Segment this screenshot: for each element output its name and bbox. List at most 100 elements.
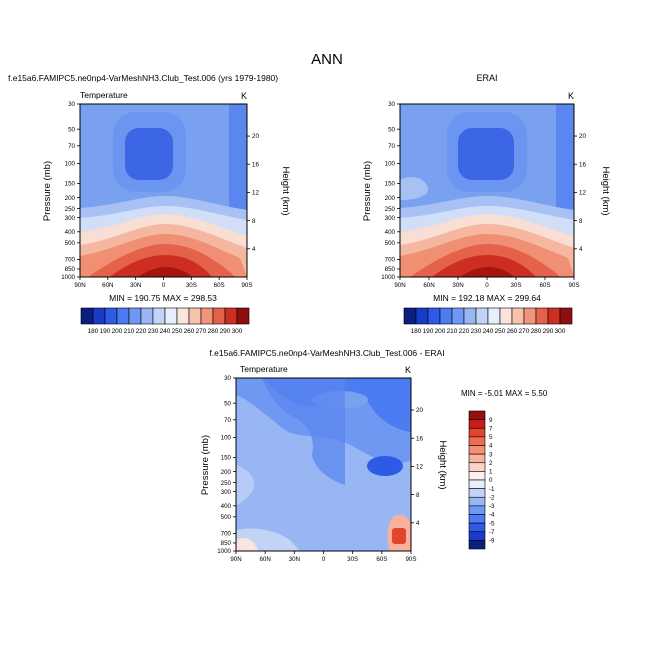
- panel-diff-ylabel-right: Height (km): [437, 440, 448, 489]
- y-right-tick-label: 12: [252, 190, 259, 197]
- y-tick-label: 150: [221, 455, 232, 462]
- x-tick-label: 90N: [394, 282, 405, 289]
- panel-model: f.e15a6.FAMIPC5.ne0np4-VarMeshNH3.Club_T…: [8, 73, 291, 335]
- colorbar-label: 290: [220, 328, 231, 335]
- colorbar-label: 7: [489, 425, 493, 432]
- colorbar-swatch: [152, 307, 166, 325]
- panel-model-ylabel-right: Height (km): [280, 166, 291, 215]
- y-tick-label: 700: [385, 257, 396, 264]
- colorbar-label: 230: [471, 328, 482, 335]
- y-tick-label: 70: [68, 143, 75, 150]
- y-tick-label: 400: [221, 503, 232, 510]
- colorbar-label: 3: [489, 451, 493, 458]
- y-tick-label: 50: [68, 126, 75, 133]
- y-tick-label: 250: [221, 480, 232, 487]
- y-right-tick-label: 8: [416, 492, 420, 499]
- y-tick-label: 30: [388, 101, 395, 108]
- colorbar-swatch: [547, 307, 561, 325]
- x-tick-label: 90N: [230, 556, 241, 563]
- colorbar-label: 1: [489, 469, 493, 476]
- y-tick-label: 70: [388, 143, 395, 150]
- colorbar-swatch: [427, 307, 441, 325]
- colorbar-label: 300: [232, 328, 243, 335]
- colorbar-swatch: [468, 436, 486, 446]
- panel-erai-ylabel: Pressure (mb): [362, 161, 373, 221]
- panel-erai-colorbar: 180 190 200 210 220 230 240 250 260 270 280 290 300: [403, 307, 573, 335]
- y-right-tick-label: 4: [579, 246, 583, 253]
- colorbar-swatch: [468, 540, 486, 550]
- colorbar-label: 290: [543, 328, 554, 335]
- y-tick-label: 200: [385, 195, 396, 202]
- panel-diff: f.e15a6.FAMIPC5.ne0np4-VarMeshNH3.Club_T…: [200, 348, 548, 563]
- y-tick-label: 700: [65, 257, 76, 264]
- colorbar-swatch: [92, 307, 106, 325]
- colorbar-swatch: [468, 496, 486, 507]
- colorbar-label: 270: [519, 328, 530, 335]
- colorbar-label: 0: [489, 477, 493, 484]
- colorbar-swatch: [511, 307, 525, 325]
- colorbar-swatch: [468, 427, 486, 438]
- colorbar-swatch: [468, 514, 486, 524]
- panel-diff-units: K: [405, 365, 411, 375]
- colorbar-label: -5: [489, 520, 495, 527]
- y-tick-label: 500: [221, 514, 232, 521]
- panel-diff-subtitle: Temperature: [240, 364, 288, 374]
- colorbar-swatch: [128, 307, 142, 325]
- colorbar-label: 280: [208, 328, 219, 335]
- colorbar-label: 190: [100, 328, 111, 335]
- colorbar-label: 9: [489, 417, 493, 424]
- x-tick-label: 90S: [568, 282, 579, 289]
- page-title: ANN: [311, 51, 343, 68]
- colorbar-label: 220: [136, 328, 147, 335]
- y-tick-label: 150: [385, 181, 396, 188]
- colorbar-label: 300: [555, 328, 566, 335]
- colorbar-swatch: [80, 307, 94, 325]
- colorbar-swatch: [468, 531, 486, 541]
- panel-model-stats: MIN = 190.75 MAX = 298.53: [109, 293, 217, 303]
- y-tick-label: 200: [221, 469, 232, 476]
- panel-model-title: f.e15a6.FAMIPC5.ne0np4-VarMeshNH3.Club_T…: [8, 73, 278, 83]
- colorbar-swatch: [559, 307, 573, 325]
- colorbar-swatch: [116, 307, 130, 325]
- colorbar-swatch: [188, 307, 202, 325]
- x-tick-label: 60N: [259, 556, 270, 563]
- colorbar-swatch: [468, 471, 486, 481]
- colorbar-label: 210: [447, 328, 458, 335]
- colorbar-label: 270: [196, 328, 207, 335]
- colorbar-label: -9: [489, 538, 495, 545]
- y-right-tick-label: 20: [579, 133, 586, 140]
- y-tick-label: 700: [221, 531, 232, 538]
- y-tick-label: 300: [221, 489, 232, 496]
- y-tick-label: 1000: [61, 274, 75, 281]
- panel-diff-stats: MIN = -5.01 MAX = 5.50: [461, 389, 548, 398]
- colorbar-swatch: [523, 307, 537, 325]
- x-tick-label: 0: [485, 282, 489, 289]
- colorbar-swatch: [451, 307, 465, 325]
- y-right-tick-label: 16: [579, 161, 586, 168]
- y-tick-label: 250: [385, 206, 396, 213]
- colorbar-label: 210: [124, 328, 135, 335]
- x-tick-label: 0: [162, 282, 166, 289]
- colorbar-label: -2: [489, 494, 495, 501]
- colorbar-swatch: [463, 307, 477, 325]
- panel-erai-field: [400, 104, 574, 277]
- y-right-tick-label: 4: [416, 520, 420, 527]
- panel-model-subtitle: Temperature: [80, 90, 128, 100]
- colorbar-swatch: [164, 307, 178, 325]
- y-tick-label: 100: [65, 161, 76, 168]
- y-right-tick-label: 8: [579, 218, 583, 225]
- colorbar-label: 180: [88, 328, 99, 335]
- colorbar-swatch: [224, 307, 238, 325]
- y-tick-label: 850: [385, 266, 396, 273]
- colorbar-label: 250: [172, 328, 183, 335]
- x-tick-label: 30N: [289, 556, 300, 563]
- y-tick-label: 850: [221, 540, 232, 547]
- colorbar-label: -4: [489, 512, 495, 519]
- colorbar-label: -7: [489, 529, 495, 536]
- y-tick-label: 500: [385, 240, 396, 247]
- y-tick-label: 70: [224, 417, 231, 424]
- panel-erai-ylabel-right: Height (km): [600, 166, 611, 215]
